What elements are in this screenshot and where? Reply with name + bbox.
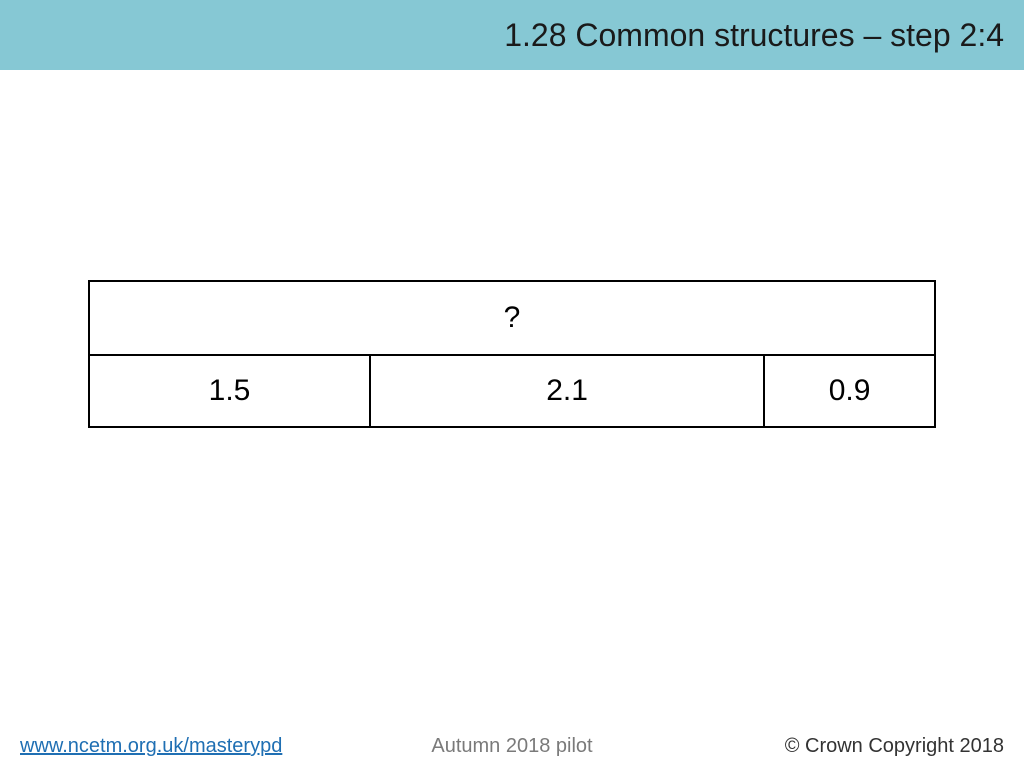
bar-model-total-cell: ? (90, 282, 934, 354)
footer-copyright: © Crown Copyright 2018 (785, 735, 1004, 758)
bar-model-top-row: ? (90, 282, 934, 354)
bar-model-part-cell: 0.9 (765, 356, 934, 426)
bar-model-part-cell: 2.1 (371, 356, 765, 426)
bar-model-bottom-row: 1.5 2.1 0.9 (90, 354, 934, 426)
bar-model-part-cell: 1.5 (90, 356, 371, 426)
slide-title: 1.28 Common structures – step 2:4 (504, 17, 1004, 54)
bar-model: ? 1.5 2.1 0.9 (88, 280, 936, 428)
slide: 1.28 Common structures – step 2:4 ? 1.5 … (0, 0, 1024, 768)
header-bar: 1.28 Common structures – step 2:4 (0, 0, 1024, 70)
